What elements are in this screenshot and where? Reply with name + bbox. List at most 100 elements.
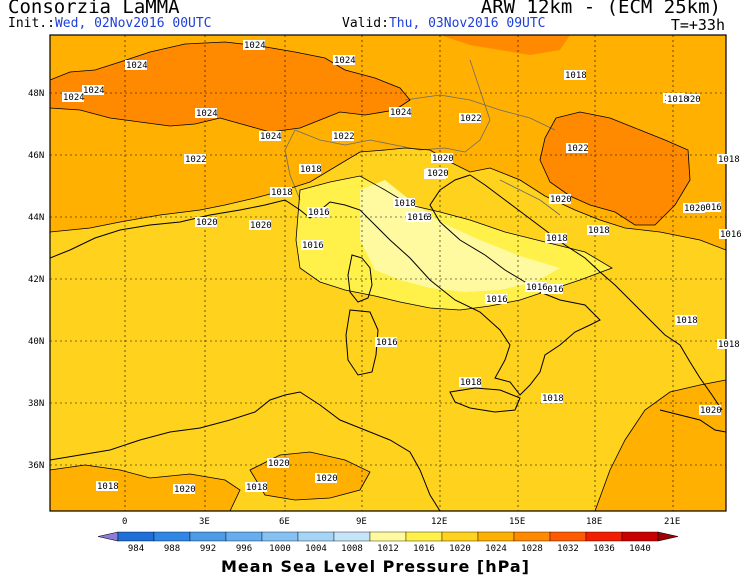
- lat-label: 46N: [28, 151, 44, 161]
- lon-label: 18E: [586, 517, 602, 527]
- colorbar-swatch: [225, 531, 263, 542]
- isobar-label-bg: [332, 131, 354, 141]
- isobar-label: 1024: [83, 86, 105, 96]
- init-label: Init.:: [8, 16, 55, 31]
- isobar-label-bg: [125, 60, 147, 70]
- graticule: [50, 35, 726, 511]
- field-1020-se: [595, 380, 726, 511]
- lead-time: T=+33h: [670, 16, 725, 34]
- borders: [284, 59, 561, 216]
- colorbar-tick-label: 1020: [449, 544, 471, 554]
- colorbar-swatch: [333, 531, 371, 542]
- colorbar-tick-label: 992: [200, 544, 216, 554]
- isobar-label: 1020: [432, 154, 454, 164]
- colorbar-tick-label: 996: [236, 544, 252, 554]
- isobar-label-bg: [245, 482, 267, 492]
- isobar-label-bg: [389, 107, 411, 117]
- isobar-label: 1024: [63, 93, 85, 103]
- colorbar-tick-label: 1032: [557, 544, 579, 554]
- isobar-label-bg: [549, 194, 571, 204]
- colorbar-under-arrow: [97, 531, 119, 542]
- isobar-label: 1018: [542, 394, 564, 404]
- isobar-label-bg: [195, 217, 217, 227]
- lat-label: 42N: [28, 275, 44, 285]
- isobar-label-bg: [459, 377, 481, 387]
- isobar-label: 1022: [567, 144, 589, 154]
- isobar-label-bg: [173, 484, 195, 494]
- isobar-label: 1018: [460, 378, 482, 388]
- valid-time: Valid:Thu, 03Nov2016 09UTC: [342, 16, 546, 31]
- isobar-label: 1016: [308, 208, 330, 218]
- isobar-label: 1016: [526, 283, 548, 293]
- colorbar-tick-label: 1040: [629, 544, 651, 554]
- isobar-label-bg: [270, 187, 292, 197]
- isobar-label: 1020: [250, 221, 272, 231]
- colorbar-over-arrow: [657, 531, 679, 542]
- colorbar-swatch: [549, 531, 587, 542]
- isobar-label-bg: [249, 220, 271, 230]
- colorbar: 984 988 992 996 1000 1004 1008 1012 1016 1020 1024…: [97, 531, 679, 554]
- isobar-labels: 1024102410241024102410241024102410221022…: [62, 40, 742, 495]
- isobar-label-bg: [719, 229, 741, 239]
- isobar-label: 1018: [271, 188, 293, 198]
- isobar-label-bg: [259, 131, 281, 141]
- isobar-label: 1024: [126, 61, 148, 71]
- lon-axis: 0 3E 6E 9E 12E 15E 18E 21E: [122, 517, 680, 527]
- lon-label: 21E: [664, 517, 680, 527]
- colorbar-swatch: [585, 531, 623, 542]
- field-1020-sw: [50, 465, 240, 511]
- isobar-label: 1018: [300, 165, 322, 175]
- lon-label: 9E: [356, 517, 367, 527]
- isobar-label: 1020: [316, 474, 338, 484]
- isobar-label: 1018: [588, 226, 610, 236]
- model-title: ARW 12km - (ECM 25km): [480, 0, 721, 18]
- lat-label: 40N: [28, 337, 44, 347]
- colorbar-tick-label: 1024: [485, 544, 507, 554]
- isobar-label-bg: [431, 153, 453, 163]
- isobar-label: 1018: [676, 316, 698, 326]
- isobar-label: 1018: [97, 482, 119, 492]
- lat-label: 36N: [28, 461, 44, 471]
- isobar-label: 1018: [394, 199, 416, 209]
- isobar-label: 1016: [376, 338, 398, 348]
- isobar-label-bg: [564, 70, 586, 80]
- isobar-label-bg: [717, 154, 739, 164]
- coastlines: [50, 174, 726, 511]
- isobar-label-bg: [683, 203, 705, 213]
- colorbar-swatch: [297, 531, 335, 542]
- isobar-label: 1020: [174, 485, 196, 495]
- isobar-label-bg: [307, 207, 329, 217]
- isobar-label: 1018: [546, 234, 568, 244]
- sicily-coast: [449, 387, 521, 413]
- isobar-label-bg: [195, 108, 217, 118]
- colorbar-swatch: [189, 531, 227, 542]
- isobar-label-bg: [699, 202, 721, 212]
- isobar-label: 1024: [244, 41, 266, 51]
- colorbar-tick-label: 1028: [521, 544, 543, 554]
- isobar-label-bg: [315, 473, 337, 483]
- isobar-label-bg: [675, 315, 697, 325]
- isobar-label: 1024: [260, 132, 282, 142]
- isobar-label: 1018: [565, 71, 587, 81]
- isobar-label-bg: [96, 481, 118, 491]
- isobar-label: 1016: [302, 241, 324, 251]
- isobar-label-bg: [541, 393, 563, 403]
- colorbar-tick-label: 1008: [341, 544, 363, 554]
- colorbar-swatch: [621, 531, 659, 542]
- isobar-label: 1024: [390, 108, 412, 118]
- colorbar-tick-label: 1004: [305, 544, 327, 554]
- map-frame: [49, 34, 727, 512]
- isobar-label-bg: [406, 212, 428, 222]
- isobar-label-bg: [333, 55, 355, 65]
- init-time: Init.:Wed, 02Nov2016 00UTC: [8, 16, 212, 31]
- isobar-label: 1016: [700, 203, 722, 213]
- isobar-label-bg: [699, 405, 721, 415]
- isobar-label-bg: [525, 282, 547, 292]
- isobar-label: 1018: [718, 340, 740, 350]
- isobar-label-bg: [184, 154, 206, 164]
- isobar-label: 1018: [718, 155, 740, 165]
- isobar-label-bg: [393, 198, 415, 208]
- colorbar-tick-label: 1036: [593, 544, 615, 554]
- colorbar-tick-label: 984: [128, 544, 144, 554]
- colorbar-swatch: [261, 531, 299, 542]
